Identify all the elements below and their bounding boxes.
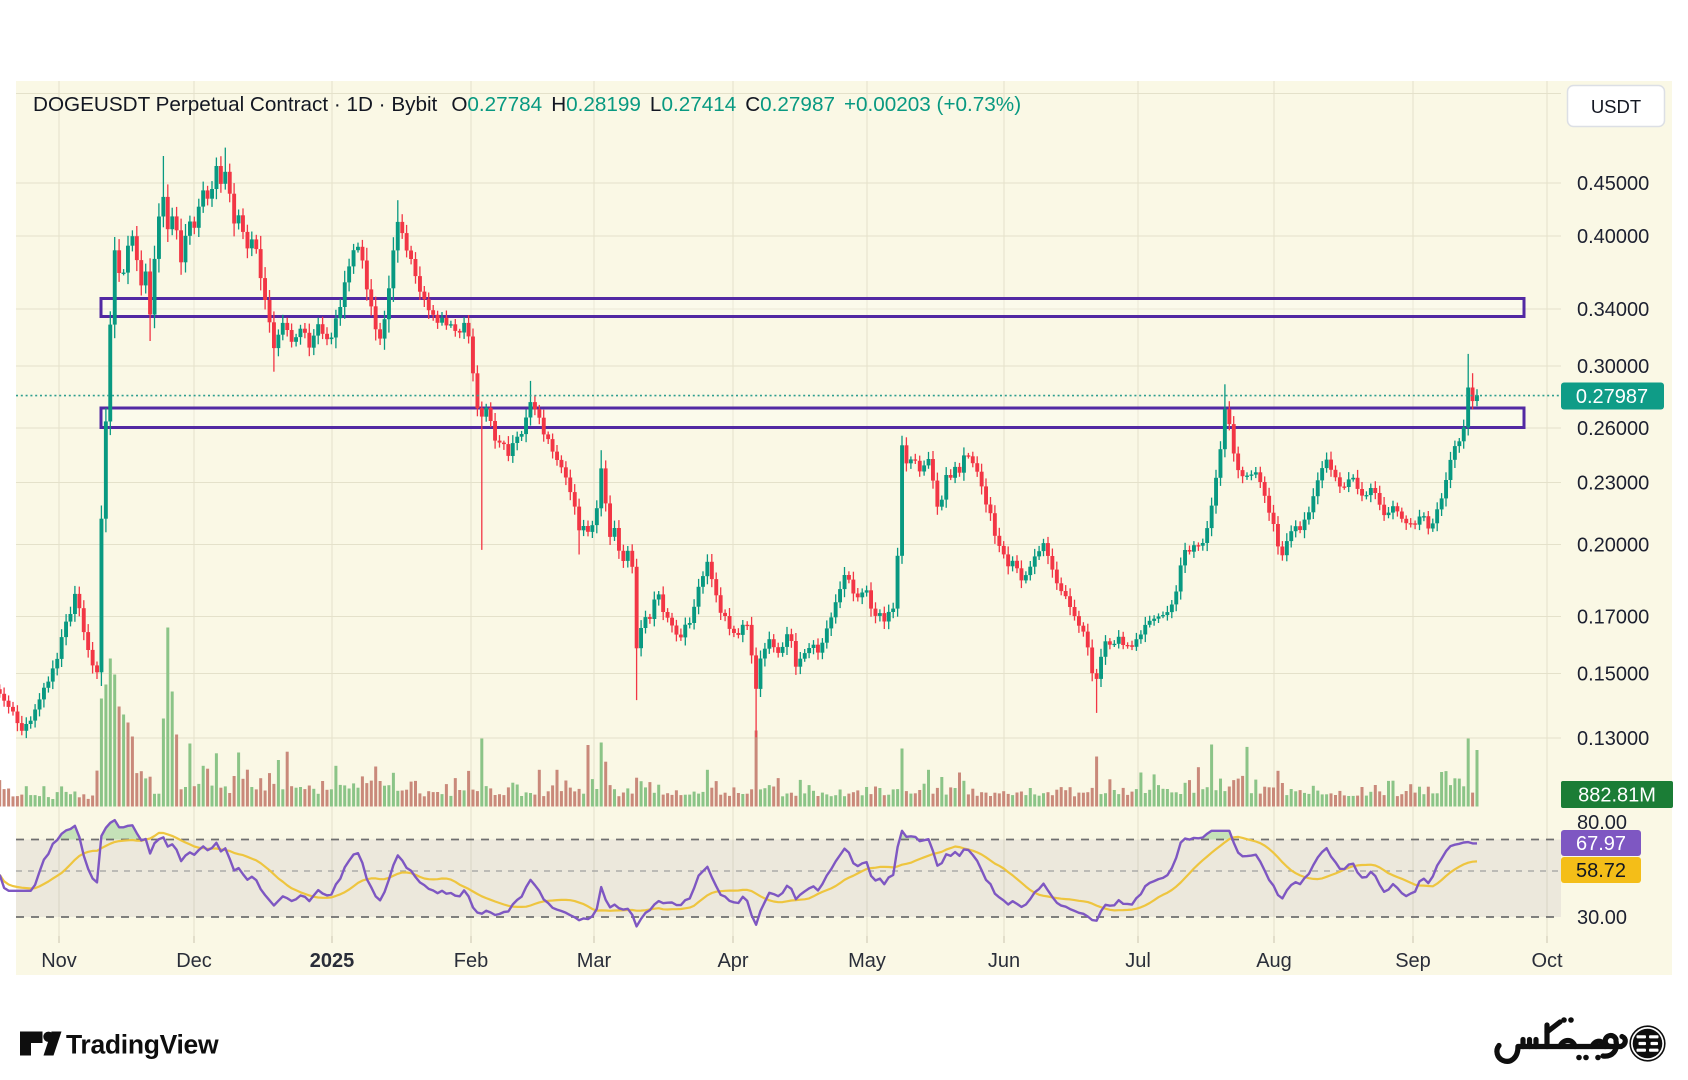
svg-text:80.00: 80.00 bbox=[1577, 812, 1627, 834]
svg-text:0.34000: 0.34000 bbox=[1577, 299, 1649, 321]
svg-text:Apr: Apr bbox=[717, 950, 748, 972]
svg-text:0.27987: 0.27987 bbox=[1576, 386, 1648, 408]
svg-text:0.30000: 0.30000 bbox=[1577, 356, 1649, 378]
svg-text:Jul: Jul bbox=[1125, 950, 1151, 972]
svg-text:Feb: Feb bbox=[454, 950, 488, 972]
svg-text:Dec: Dec bbox=[176, 950, 212, 972]
svg-text:30.00: 30.00 bbox=[1577, 907, 1627, 929]
svg-text:0.23000: 0.23000 bbox=[1577, 473, 1649, 495]
svg-text:58.72: 58.72 bbox=[1576, 860, 1626, 882]
svg-text:2025: 2025 bbox=[310, 950, 355, 972]
svg-text:0.45000: 0.45000 bbox=[1577, 173, 1649, 195]
svg-text:0.40000: 0.40000 bbox=[1577, 226, 1649, 248]
svg-text:0.17000: 0.17000 bbox=[1577, 607, 1649, 629]
svg-text:Sep: Sep bbox=[1395, 950, 1431, 972]
svg-text:DOGEUSDT Perpetual Contract ·: DOGEUSDT Perpetual Contract · 1D · Bybit… bbox=[33, 93, 1021, 116]
svg-text:Jun: Jun bbox=[988, 950, 1020, 972]
svg-text:0.20000: 0.20000 bbox=[1577, 535, 1649, 557]
svg-text:TradingView: TradingView bbox=[66, 1030, 219, 1060]
svg-text:0.26000: 0.26000 bbox=[1577, 418, 1649, 440]
svg-text:USDT: USDT bbox=[1591, 96, 1641, 117]
svg-text:Nov: Nov bbox=[41, 950, 77, 972]
svg-text:May: May bbox=[848, 950, 886, 972]
svg-text:67.97: 67.97 bbox=[1576, 833, 1626, 855]
svg-text:0.13000: 0.13000 bbox=[1577, 728, 1649, 750]
svg-text:0.15000: 0.15000 bbox=[1577, 664, 1649, 686]
svg-text:Aug: Aug bbox=[1256, 950, 1292, 972]
svg-text:Mar: Mar bbox=[577, 950, 612, 972]
svg-text:882.81M: 882.81M bbox=[1578, 785, 1656, 807]
svg-text:Oct: Oct bbox=[1531, 950, 1563, 972]
